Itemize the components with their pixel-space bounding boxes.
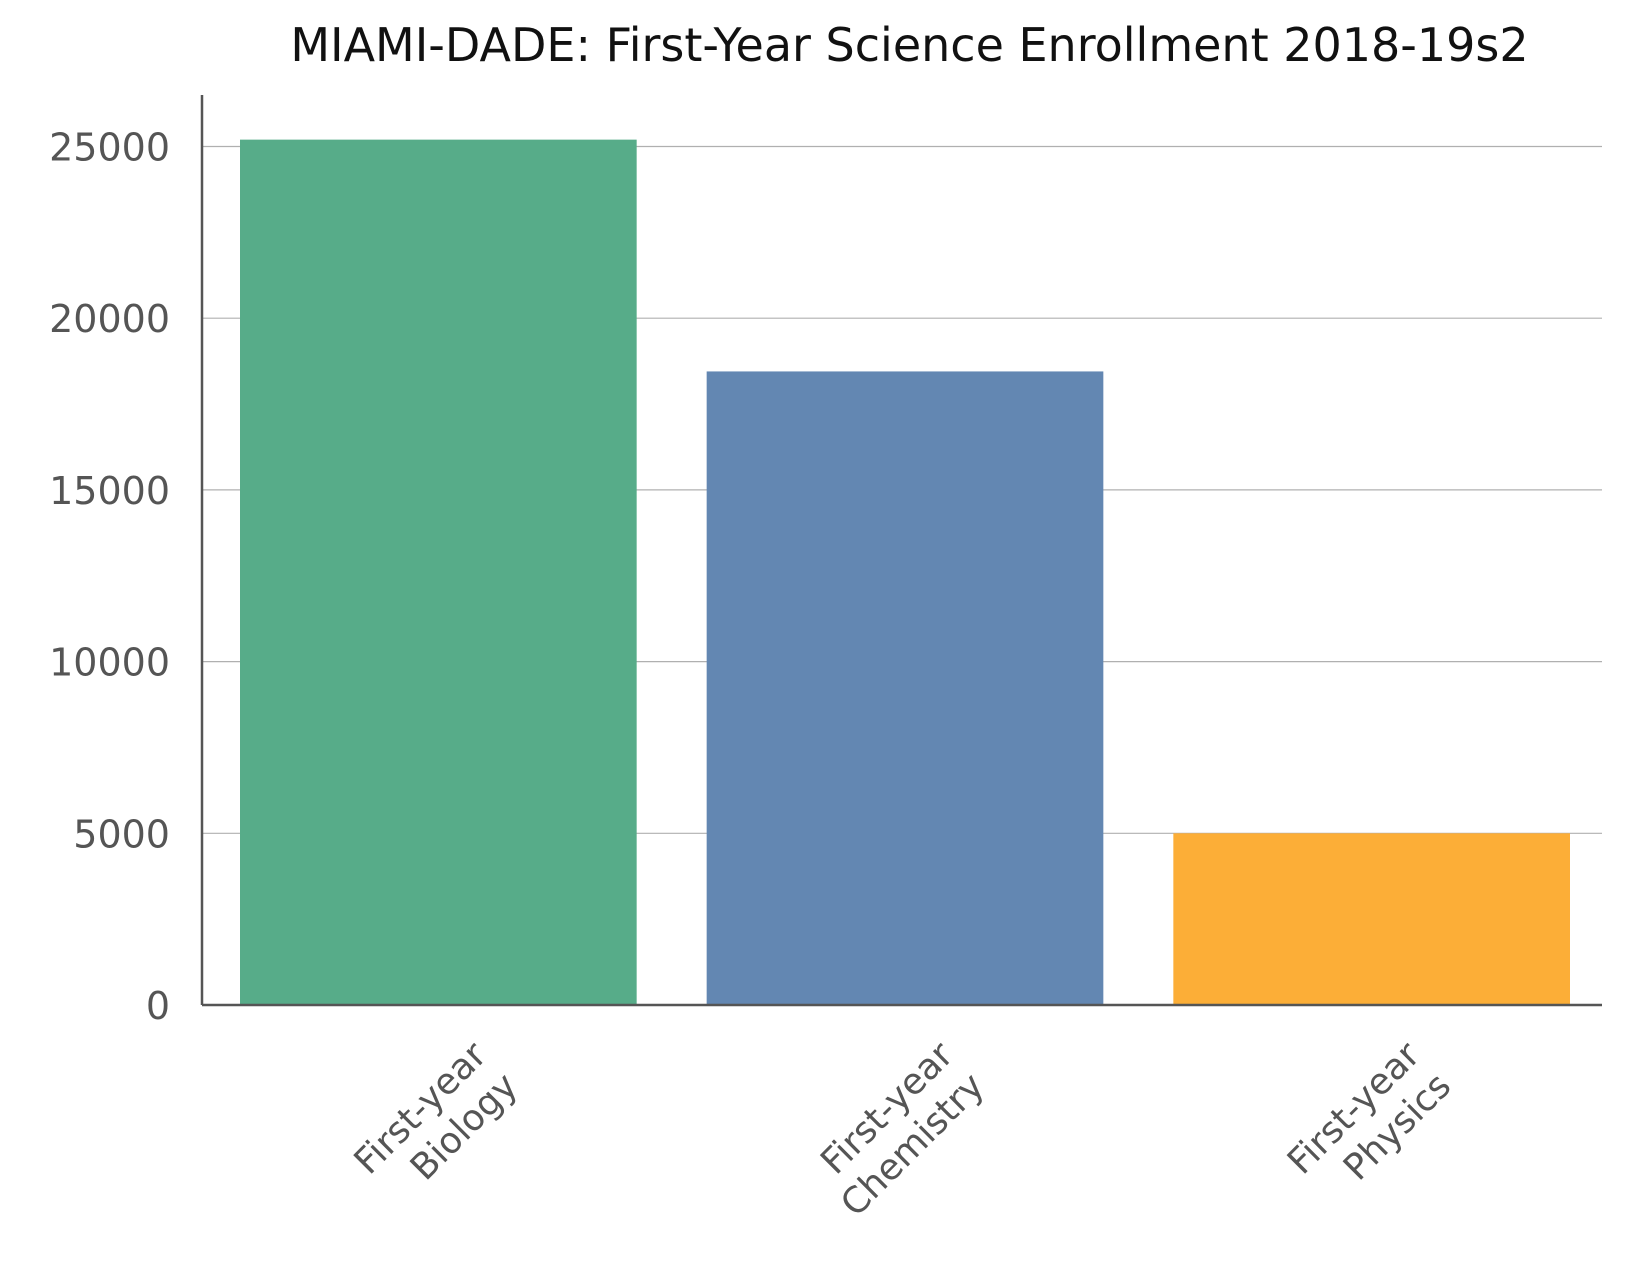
bar [1173,833,1570,1005]
y-tick-label: 25000 [49,126,170,170]
x-tick-label: First-yearPhysics [1280,1034,1459,1213]
chart-title: MIAMI-DADE: First-Year Science Enrollmen… [290,18,1529,72]
bar [706,371,1104,1005]
x-tick-label-text: First-yearBiology [347,1034,526,1213]
bar [240,139,637,1006]
y-tick-label: 0 [146,984,170,1028]
y-tick-label: 15000 [49,469,170,513]
bars [240,139,1570,1006]
x-tick-label-text: First-yearChemistry [802,1034,992,1224]
x-tick-label: First-yearChemistry [802,1034,992,1224]
y-tick-label: 20000 [49,297,170,341]
x-tick-label: First-yearBiology [347,1034,526,1213]
axes [200,95,1602,1007]
x-tick-labels: First-yearBiology First-yearChemistry Firs… [347,1034,1460,1224]
y-tick-labels: 0 5000 10000 15000 20000 25000 [49,126,170,1028]
x-tick-label-text: First-yearPhysics [1280,1034,1459,1213]
y-tick-label: 10000 [49,641,170,685]
y-tick-label: 5000 [73,812,170,856]
